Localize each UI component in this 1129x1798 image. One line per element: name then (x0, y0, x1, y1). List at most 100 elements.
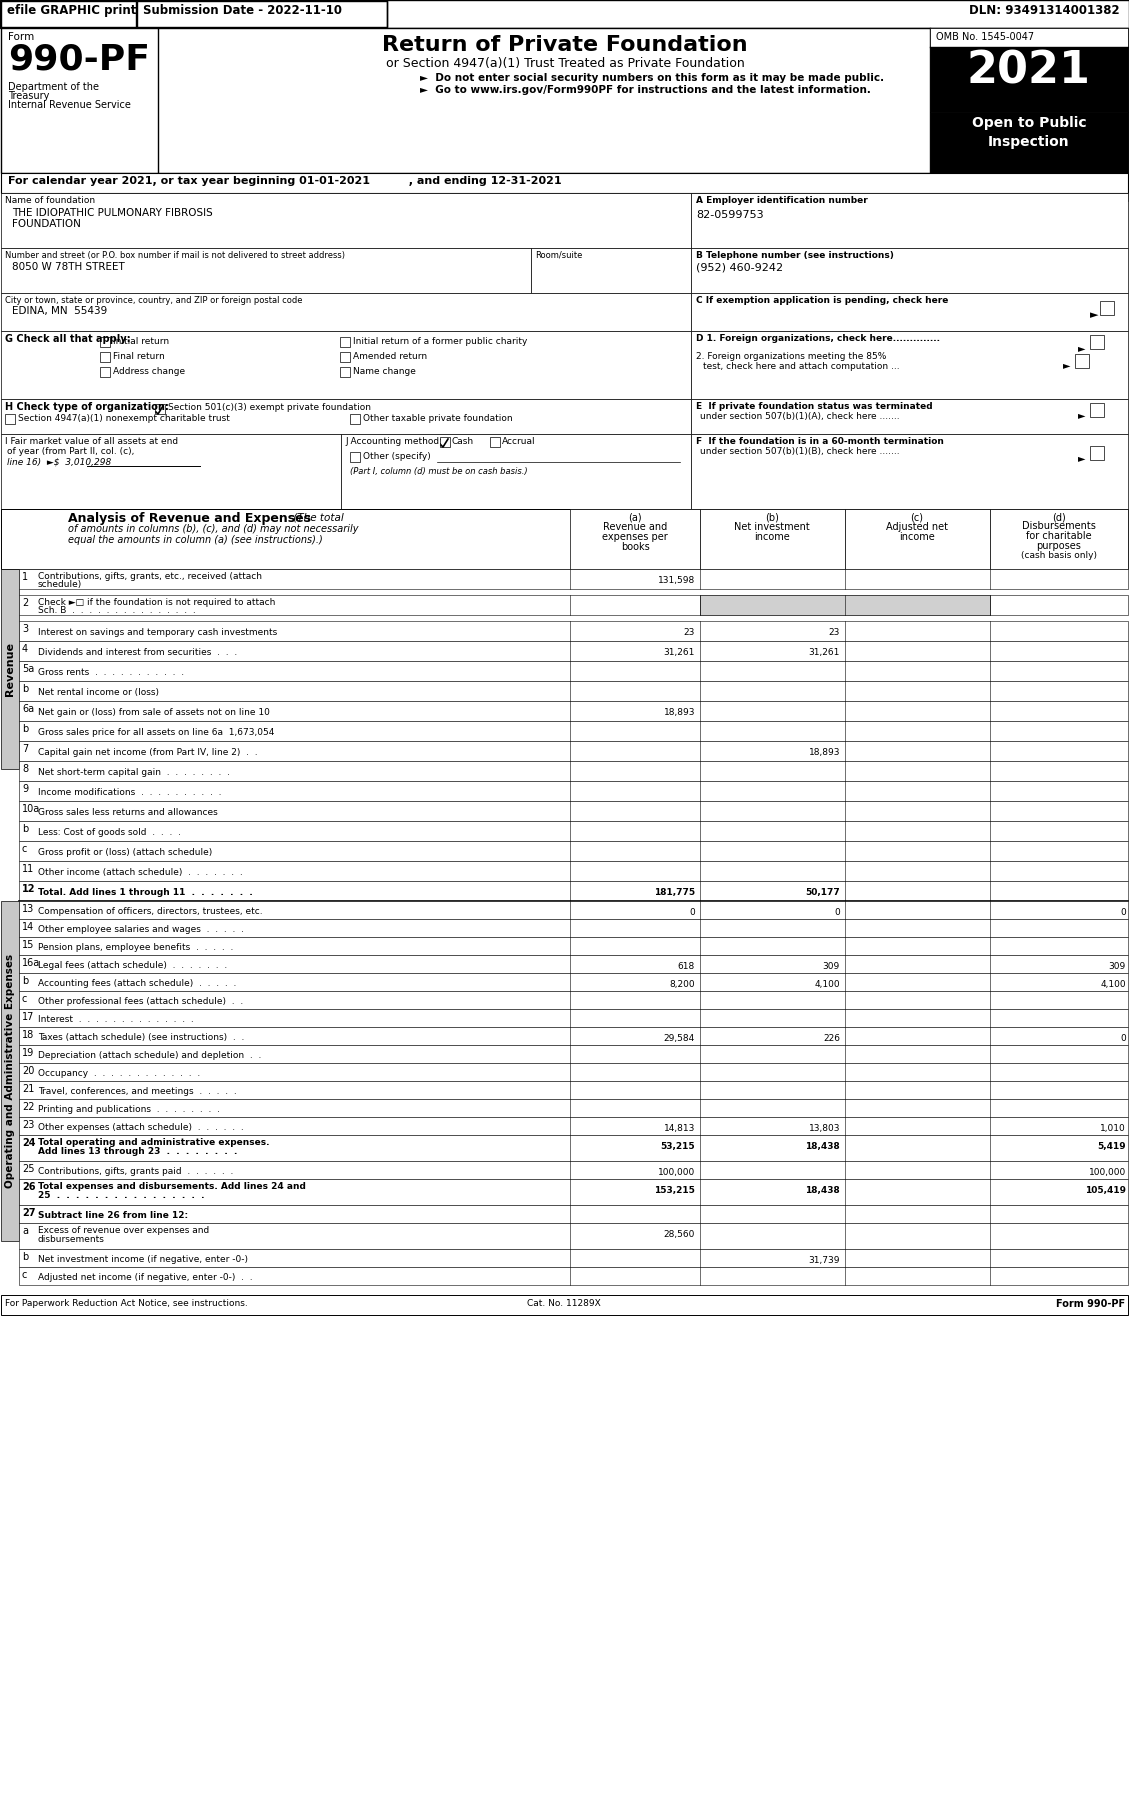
Bar (19, 662, 1128, 681)
Text: Pension plans, employee benefits  .  .  .  .  .: Pension plans, employee benefits . . . .… (38, 942, 234, 951)
Text: Legal fees (attach schedule)  .  .  .  .  .  .  .: Legal fees (attach schedule) . . . . . .… (38, 960, 227, 969)
Text: 13: 13 (21, 904, 34, 913)
Text: Travel, conferences, and meetings  .  .  .  .  .: Travel, conferences, and meetings . . . … (38, 1088, 237, 1097)
Text: Revenue and: Revenue and (603, 521, 667, 532)
Text: 22: 22 (21, 1102, 35, 1111)
Bar (100, 367, 110, 378)
Text: Printing and publications  .  .  .  .  .  .  .  .: Printing and publications . . . . . . . … (38, 1106, 220, 1115)
Text: Initial return of a former public charity: Initial return of a former public charit… (353, 336, 527, 345)
Bar (5, 414, 15, 424)
Bar (19, 741, 1128, 761)
Bar (19, 642, 1128, 662)
Text: Total expenses and disbursements. Add lines 24 and: Total expenses and disbursements. Add li… (38, 1181, 306, 1190)
Text: Inspection: Inspection (988, 135, 1070, 149)
Text: 18,438: 18,438 (805, 1142, 840, 1151)
Text: Amended return: Amended return (353, 352, 427, 361)
Bar (1, 29, 1128, 173)
Bar (19, 568, 1128, 590)
Bar (691, 433, 1128, 509)
Bar (19, 1268, 1128, 1286)
Text: 53,215: 53,215 (660, 1142, 695, 1151)
Text: Taxes (attach schedule) (see instructions)  .  .: Taxes (attach schedule) (see instruction… (38, 1034, 244, 1043)
Text: (d): (d) (1052, 512, 1066, 521)
Text: Compensation of officers, directors, trustees, etc.: Compensation of officers, directors, tru… (38, 906, 263, 915)
Text: 20: 20 (21, 1066, 34, 1075)
Bar (691, 248, 1128, 293)
Text: a: a (21, 1226, 28, 1235)
Text: Sch. B  .  .  .  .  .  .  .  .  .  .  .  .  .  .  .: Sch. B . . . . . . . . . . . . . . . (38, 606, 195, 615)
Text: Contributions, gifts, grants, etc., received (attach: Contributions, gifts, grants, etc., rece… (38, 572, 262, 581)
Text: Open to Public: Open to Public (972, 117, 1086, 129)
Text: Adjusted net income (if negative, enter -0-)  .  .: Adjusted net income (if negative, enter … (38, 1273, 253, 1282)
Text: Net gain or (loss) from sale of assets not on line 10: Net gain or (loss) from sale of assets n… (38, 708, 270, 717)
Text: 4,100: 4,100 (1101, 980, 1126, 989)
Text: 4: 4 (21, 644, 28, 654)
Bar (1089, 403, 1104, 417)
Text: Internal Revenue Service: Internal Revenue Service (8, 101, 131, 110)
Text: income: income (899, 532, 935, 541)
Text: 17: 17 (21, 1012, 34, 1021)
Text: Other professional fees (attach schedule)  .  .: Other professional fees (attach schedule… (38, 998, 243, 1007)
Bar (531, 248, 691, 293)
Text: 13,803: 13,803 (808, 1124, 840, 1133)
Text: 28,560: 28,560 (664, 1230, 695, 1239)
Text: 27: 27 (21, 1208, 35, 1217)
Text: Gross rents  .  .  .  .  .  .  .  .  .  .  .: Gross rents . . . . . . . . . . . (38, 669, 184, 678)
Text: 1,010: 1,010 (1101, 1124, 1126, 1133)
Bar (1, 331, 691, 399)
Text: Part I: Part I (14, 511, 49, 521)
Bar (1089, 446, 1104, 460)
Text: of year (from Part II, col. (c),: of year (from Part II, col. (c), (7, 448, 134, 457)
Bar (1, 2, 135, 27)
Text: Cash: Cash (452, 437, 474, 446)
Text: Other expenses (attach schedule)  .  .  .  .  .  .: Other expenses (attach schedule) . . . .… (38, 1124, 244, 1133)
Text: Form 990-PF: Form 990-PF (1056, 1298, 1124, 1309)
Text: Initial return: Initial return (113, 336, 169, 345)
Bar (440, 437, 450, 448)
Text: Analysis of Revenue and Expenses: Analysis of Revenue and Expenses (68, 512, 310, 525)
Text: c: c (21, 994, 27, 1003)
Bar (19, 1179, 1128, 1205)
Text: 25: 25 (21, 1163, 35, 1174)
Text: (Part I, column (d) must be on cash basis.): (Part I, column (d) must be on cash basi… (350, 467, 527, 476)
Text: Return of Private Foundation: Return of Private Foundation (383, 34, 747, 56)
Bar (19, 1223, 1128, 1250)
Bar (700, 595, 990, 615)
Bar (19, 620, 1128, 642)
Text: Other (specify): Other (specify) (364, 451, 431, 460)
Bar (1089, 334, 1104, 349)
Text: (a): (a) (628, 512, 641, 521)
Text: 14,813: 14,813 (664, 1124, 695, 1133)
Text: disbursements: disbursements (38, 1235, 105, 1244)
Bar (19, 991, 1128, 1009)
Text: 12: 12 (21, 885, 35, 894)
Text: Subtract line 26 from line 12:: Subtract line 26 from line 12: (38, 1212, 189, 1221)
Text: 31,261: 31,261 (664, 647, 695, 656)
Text: Dividends and interest from securities  .  .  .: Dividends and interest from securities .… (38, 647, 237, 656)
Bar (155, 405, 165, 414)
Text: efile GRAPHIC print: efile GRAPHIC print (7, 4, 137, 16)
Text: (c): (c) (910, 512, 924, 521)
Text: 18,893: 18,893 (808, 748, 840, 757)
Text: 18: 18 (21, 1030, 34, 1039)
Text: Section 4947(a)(1) nonexempt charitable trust: Section 4947(a)(1) nonexempt charitable … (18, 414, 230, 423)
Bar (19, 937, 1128, 955)
Text: Interest on savings and temporary cash investments: Interest on savings and temporary cash i… (38, 628, 278, 636)
Text: Accrual: Accrual (502, 437, 535, 446)
Text: 1: 1 (21, 572, 28, 583)
Text: c: c (21, 1269, 27, 1280)
Text: Excess of revenue over expenses and: Excess of revenue over expenses and (38, 1226, 209, 1235)
Bar (19, 800, 1128, 822)
Bar (1, 433, 341, 509)
Text: 26: 26 (21, 1181, 35, 1192)
Text: ►: ► (1078, 410, 1085, 421)
Text: 309: 309 (1109, 962, 1126, 971)
Bar (19, 919, 1128, 937)
Text: Depreciation (attach schedule) and depletion  .  .: Depreciation (attach schedule) and deple… (38, 1052, 262, 1061)
Text: (cash basis only): (cash basis only) (1021, 550, 1097, 559)
Text: Check ►□ if the foundation is not required to attach: Check ►□ if the foundation is not requir… (38, 599, 275, 608)
Text: I Fair market value of all assets at end: I Fair market value of all assets at end (5, 437, 178, 446)
Bar (1, 1295, 1128, 1314)
Text: Revenue: Revenue (5, 642, 15, 696)
Text: 100,000: 100,000 (1088, 1169, 1126, 1178)
